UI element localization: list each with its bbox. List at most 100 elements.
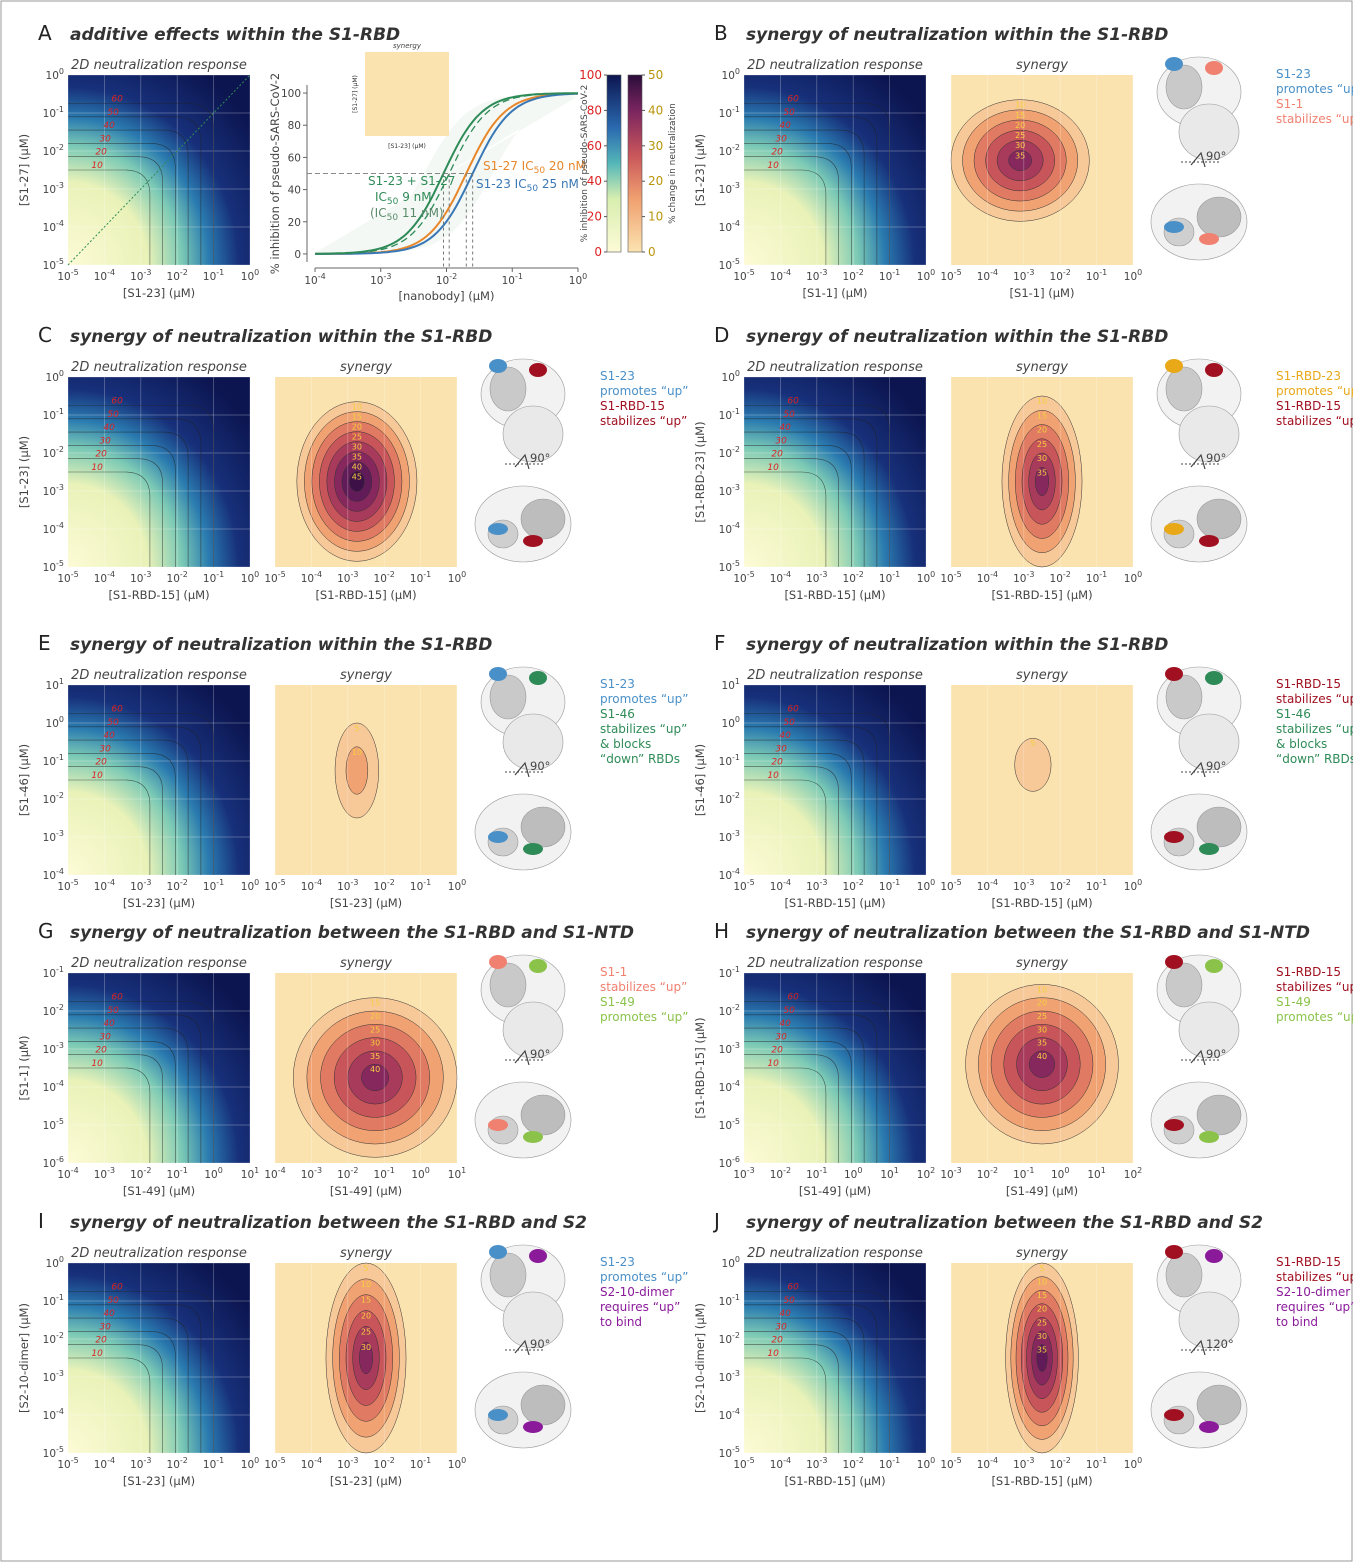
tick-exponent: -5 bbox=[732, 559, 740, 568]
tick-exponent: 2 bbox=[930, 1166, 935, 1175]
x-tick-label: 10-5 bbox=[264, 570, 285, 585]
y-tick-label: 100 bbox=[46, 369, 64, 384]
legend-entry: S1-23 bbox=[600, 677, 635, 691]
x-tick-label: 10-5 bbox=[733, 268, 754, 283]
y-tick-label: 10-3 bbox=[43, 483, 64, 498]
x-tick-label: 10-4 bbox=[770, 1456, 791, 1471]
tick-base: 10 bbox=[719, 1006, 732, 1018]
tick-base: 10 bbox=[264, 881, 277, 893]
tick-exponent: -5 bbox=[278, 1456, 286, 1465]
x-tick-label: 10-1 bbox=[410, 570, 431, 585]
y-tick-label: 10-4 bbox=[719, 867, 740, 882]
tick-base: 10 bbox=[43, 146, 56, 158]
x-tick-label: 100 bbox=[1124, 570, 1142, 585]
y-tick-label: 10-5 bbox=[43, 257, 64, 272]
annotation-text: S1-23 IC bbox=[476, 177, 527, 191]
tick-base: 10 bbox=[719, 1120, 732, 1132]
tick-exponent: -2 bbox=[56, 445, 64, 454]
tick-exponent: -1 bbox=[732, 105, 740, 114]
annotation-text: 11 nM) bbox=[398, 206, 444, 220]
tick-exponent: -5 bbox=[747, 878, 755, 887]
tick-base: 10 bbox=[1013, 1459, 1026, 1471]
tick-exponent: -4 bbox=[71, 1166, 79, 1175]
x-axis-label: [S1-23] (μM) bbox=[123, 1474, 195, 1488]
contour-line bbox=[744, 431, 865, 567]
y-tick-label: 10-4 bbox=[43, 521, 64, 536]
x-tick-label: 10-3 bbox=[130, 570, 151, 585]
tick-base: 10 bbox=[719, 1334, 732, 1346]
x-tick-label: 10-2 bbox=[374, 878, 395, 893]
x-tick-label: 10-1 bbox=[203, 570, 224, 585]
contour-line bbox=[68, 1001, 214, 1163]
contour-label: 20 bbox=[771, 1336, 783, 1346]
inset-title: synergy bbox=[393, 42, 422, 50]
contour-label: 50 bbox=[783, 1006, 795, 1016]
legend-entry: S1-RBD-15 bbox=[1276, 399, 1341, 413]
rotation-arrow bbox=[1190, 1339, 1206, 1356]
contour-line bbox=[744, 726, 878, 875]
tick-base: 10 bbox=[43, 410, 56, 422]
epitope bbox=[523, 1131, 543, 1143]
tick-exponent: -4 bbox=[732, 1079, 740, 1088]
contour-label: 10 bbox=[91, 1349, 103, 1359]
tick-base: 10 bbox=[719, 1448, 732, 1460]
legend-entry: stabilizes “up” bbox=[1276, 1270, 1353, 1284]
rotation-arrow bbox=[514, 453, 530, 470]
tick-exponent: -4 bbox=[314, 1456, 322, 1465]
tick-base: 10 bbox=[43, 1158, 56, 1170]
x-tick-label: 10-3 bbox=[337, 878, 358, 893]
tick-exponent: -1 bbox=[216, 570, 224, 579]
legend-entry: S2-10-dimer bbox=[1276, 1285, 1350, 1299]
tick-base: 10 bbox=[879, 1459, 892, 1471]
x-tick-label: 10-1 bbox=[410, 878, 431, 893]
tick-base: 10 bbox=[203, 1459, 216, 1471]
contour-label: 50 bbox=[107, 1296, 119, 1306]
contour-label: 30 bbox=[99, 744, 111, 754]
tick-base: 10 bbox=[719, 1296, 732, 1308]
contour-line bbox=[68, 156, 163, 265]
y-tick-label: 10-3 bbox=[43, 829, 64, 844]
tick-exponent: -4 bbox=[278, 1166, 286, 1175]
contour-line bbox=[744, 116, 878, 265]
legend-entry: S1-23 bbox=[1276, 67, 1311, 81]
synergy-contour-label: 10 bbox=[361, 1280, 371, 1289]
x-tick-label: 10-1 bbox=[879, 878, 900, 893]
panel-title: synergy of neutralization between the S1… bbox=[746, 1213, 1263, 1233]
tick-base: 10 bbox=[733, 1459, 746, 1471]
tick-base: 10 bbox=[43, 1372, 56, 1384]
tick-base: 10 bbox=[806, 271, 819, 283]
synergy-contour-label: 25 bbox=[370, 1025, 380, 1034]
tick-base: 10 bbox=[374, 881, 387, 893]
tick-base: 10 bbox=[46, 680, 59, 692]
tick-base: 10 bbox=[719, 870, 732, 882]
contour-label: 40 bbox=[779, 1309, 791, 1319]
tick-base: 10 bbox=[843, 271, 856, 283]
tick-exponent: -2 bbox=[1063, 268, 1071, 277]
tick-base: 10 bbox=[264, 573, 277, 585]
x-tick-label: 100 bbox=[1124, 1456, 1142, 1471]
tick-base: 10 bbox=[1124, 1169, 1137, 1181]
tick-base: 10 bbox=[1050, 573, 1063, 585]
contour-label: 20 bbox=[95, 1336, 107, 1346]
epitope bbox=[1199, 1131, 1219, 1143]
contour-line bbox=[68, 143, 176, 265]
tick-base: 10 bbox=[1013, 1169, 1026, 1181]
rotation-arrow bbox=[514, 761, 530, 778]
x-tick-label: 100 bbox=[917, 1456, 935, 1471]
contour-line bbox=[744, 1054, 839, 1163]
tick-exponent: -1 bbox=[387, 1166, 395, 1175]
y-tick-label: 10-2 bbox=[43, 1003, 64, 1018]
inset-x-label: [S1-23] (μM) bbox=[388, 143, 426, 150]
tick-exponent: -5 bbox=[56, 559, 64, 568]
contour-line bbox=[68, 766, 163, 875]
epitope bbox=[489, 1245, 507, 1259]
tick-exponent: -2 bbox=[387, 878, 395, 887]
tick-base: 10 bbox=[130, 1459, 143, 1471]
tick-exponent: 0 bbox=[218, 1166, 223, 1175]
panel-title: additive effects within the S1-RBD bbox=[70, 25, 400, 45]
epitope bbox=[1199, 233, 1219, 245]
y-axis-label: [S1-46] (μM) bbox=[17, 744, 31, 816]
x-tick-label: 10-2 bbox=[977, 1166, 998, 1181]
x-tick-label: 10-1 bbox=[374, 1166, 395, 1181]
tick-base: 10 bbox=[843, 1459, 856, 1471]
